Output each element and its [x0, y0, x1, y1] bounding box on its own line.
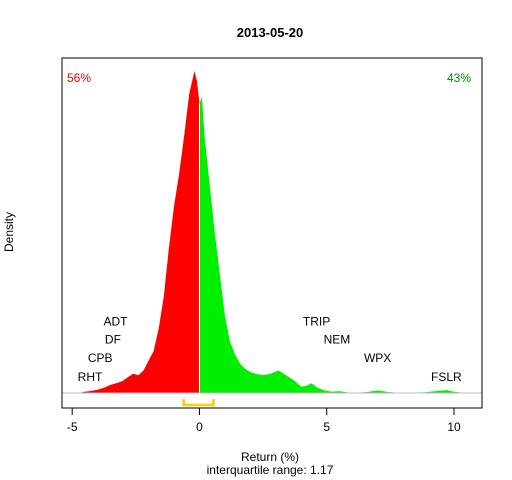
ticker-label: FSLR — [431, 370, 462, 384]
right-share-percent: 43% — [447, 71, 471, 85]
ticker-label: ADT — [103, 315, 128, 329]
ticker-label: RHT — [78, 370, 103, 384]
ticker-label: TRIP — [303, 315, 330, 329]
ticker-labels: RHT CPB DF ADT TRIP NEM WPX FSLR — [78, 315, 462, 384]
chart-title: 2013-05-20 — [237, 25, 304, 40]
ticker-label: CPB — [88, 351, 113, 365]
x-tick-label: 10 — [447, 420, 461, 434]
negative-returns-area — [82, 71, 200, 393]
positive-returns-area — [199, 96, 462, 394]
density-areas — [82, 71, 462, 394]
x-axis-ticks: -5 0 5 10 — [67, 408, 461, 434]
x-tick-label: 0 — [196, 420, 203, 434]
y-axis-label: Density — [2, 212, 16, 252]
x-tick-label: 5 — [323, 420, 330, 434]
x-axis-label: Return (%) — [241, 450, 299, 464]
x-tick-label: -5 — [67, 420, 78, 434]
x-axis-subtitle: interquartile range: 1.17 — [207, 463, 334, 477]
plot-frame — [61, 57, 483, 409]
ticker-label: DF — [105, 333, 121, 347]
left-share-percent: 56% — [67, 71, 91, 85]
ticker-label: NEM — [324, 333, 351, 347]
ticker-label: WPX — [364, 351, 391, 365]
iqr-bracket — [182, 399, 215, 407]
